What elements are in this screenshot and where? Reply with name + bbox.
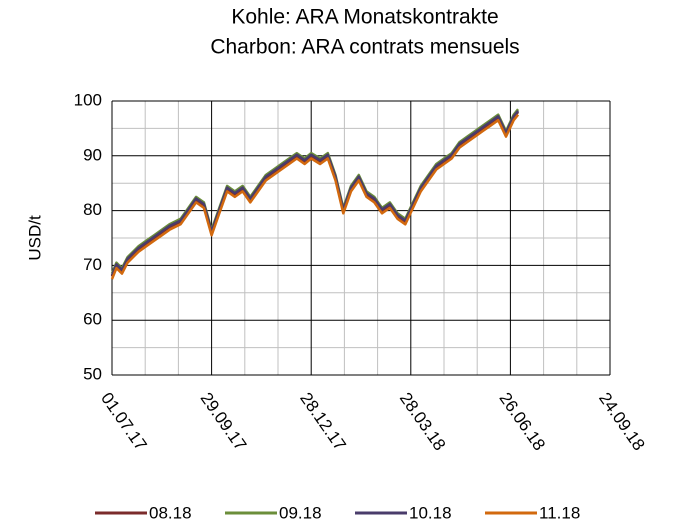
x-tick-label: 29.09.17 — [197, 389, 251, 454]
y-tick-label: 100 — [74, 90, 102, 109]
y-tick-label: 80 — [83, 200, 102, 219]
chart-subtitle: Charbon: ARA contrats mensuels — [210, 36, 519, 59]
legend-label: 08.18 — [149, 503, 192, 522]
x-tick-label: 01.07.17 — [97, 389, 151, 454]
y-tick-label: 90 — [83, 145, 102, 164]
y-tick-label: 50 — [83, 364, 102, 383]
series-line — [110, 108, 520, 275]
series-line — [110, 111, 520, 277]
series-line — [110, 110, 520, 276]
legend-label: 10.18 — [409, 503, 452, 522]
x-tick-label: 28.12.17 — [296, 389, 350, 454]
x-tick-label: 24.09.18 — [595, 389, 649, 454]
legend-label: 11.18 — [539, 503, 580, 522]
chart-title: Kohle: ARA Monatskontrakte — [231, 6, 498, 29]
x-tick-label: 28.03.18 — [396, 389, 450, 454]
y-tick-label: 60 — [83, 310, 102, 329]
series-line — [110, 113, 520, 280]
legend-label: 09.18 — [279, 503, 322, 522]
y-tick-label: 70 — [83, 255, 102, 274]
x-tick-label: 26.06.18 — [495, 389, 549, 454]
y-axis-label: USD/t — [25, 215, 44, 261]
